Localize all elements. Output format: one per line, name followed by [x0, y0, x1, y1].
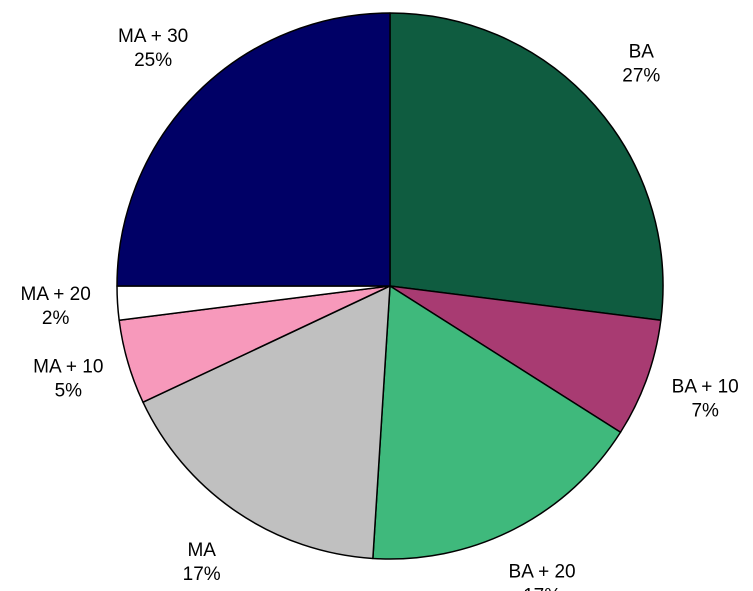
slice-label: BA + 10 — [672, 376, 739, 397]
slice-value-label: 17% — [523, 586, 561, 591]
slice-value-label: 25% — [134, 50, 172, 71]
slice-value-label: 27% — [622, 65, 660, 86]
pie-slice — [389, 12, 664, 321]
slice-value-label: 5% — [55, 380, 83, 401]
slice-value-label: 2% — [42, 308, 70, 329]
slice-label: MA + 10 — [33, 356, 103, 377]
slice-label: MA + 30 — [118, 26, 188, 47]
slice-label: MA — [187, 540, 216, 561]
pie-slice — [116, 12, 391, 287]
slice-label: BA — [629, 41, 655, 62]
pie-slice — [372, 285, 622, 560]
slice-value-label: 17% — [183, 564, 221, 585]
slice-value-label: 7% — [691, 400, 719, 421]
pie-slice — [389, 285, 662, 434]
slice-label: MA + 20 — [21, 284, 91, 305]
pie-slice — [142, 285, 391, 560]
slice-label: BA + 20 — [509, 562, 576, 583]
